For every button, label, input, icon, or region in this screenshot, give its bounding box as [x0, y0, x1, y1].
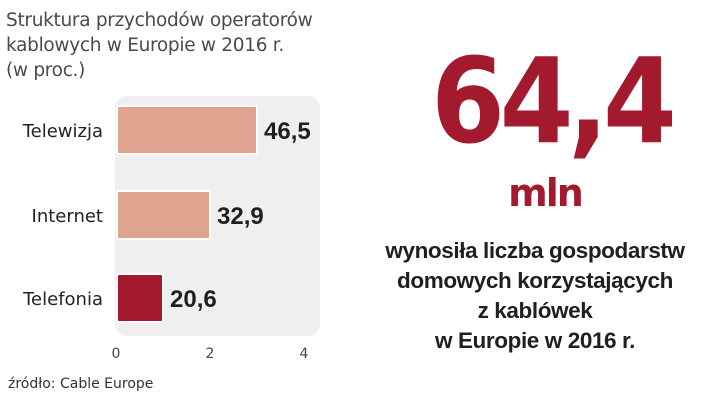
value-label-telefonia: 20,6	[170, 286, 217, 313]
plot-background	[115, 96, 320, 336]
headline-unit: mln	[508, 171, 584, 215]
chart-title-line-1: Struktura przychodów operatorów	[6, 10, 313, 31]
axis-tick-2: 2	[206, 346, 215, 362]
bar-internet	[116, 190, 211, 240]
chart-title-line-2: kablowych w Europie w 2016 r.	[6, 35, 284, 56]
category-label-telewizja: Telewizja	[22, 121, 103, 142]
headline-description-line-1: wynosiła liczba gospodarstw	[385, 238, 685, 263]
value-label-telewizja: 46,5	[264, 118, 311, 145]
headline-description: wynosiła liczba gospodarstw domowych kor…	[365, 236, 705, 356]
bar-telewizja	[116, 105, 258, 155]
headline-description-line-2: domowych korzystających	[397, 268, 673, 293]
chart-title-line-3: (w proc.)	[6, 60, 86, 81]
bar-chart: Telewizja 46,5 Internet 32,9 Telefonia 20,6 0 2…	[22, 96, 320, 362]
value-label-internet: 32,9	[217, 203, 264, 230]
source-note: źródło: Cable Europe	[8, 376, 154, 392]
chart-title: Struktura przychodów operatorów kablowyc…	[6, 8, 336, 83]
category-label-internet: Internet	[32, 206, 103, 227]
axis-tick-4: 4	[300, 346, 309, 362]
axis-tick-0: 0	[112, 346, 121, 362]
category-label-telefonia: Telefonia	[22, 289, 103, 310]
headline-value: 64,4	[431, 32, 677, 170]
headline-description-line-3: z kablówek	[477, 298, 593, 323]
bar-telefonia	[116, 273, 164, 323]
headline-description-line-4: w Europie w 2016 r.	[435, 328, 635, 353]
